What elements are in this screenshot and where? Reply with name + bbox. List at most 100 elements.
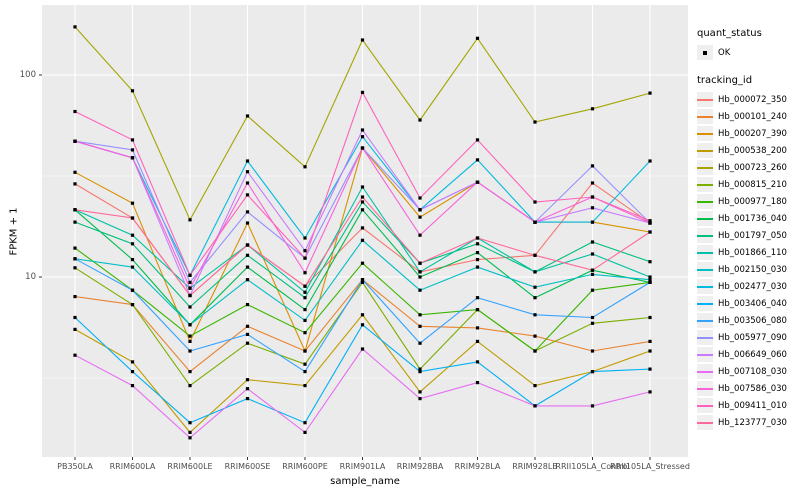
data-point [418,397,422,401]
data-point [360,313,365,317]
data-point [188,349,192,353]
data-point [648,339,652,343]
data-point [360,323,365,327]
data-point [475,242,480,246]
legend-item-Hb_001736_040: Hb_001736_040 [697,210,800,227]
x-tick-label: RRIM928LA [454,462,501,471]
data-point [648,260,652,264]
data-point [130,201,135,205]
data-point [590,321,595,325]
series-color-swatch-icon [697,126,713,141]
data-point [590,181,595,185]
data-point [533,296,537,300]
series-color-swatch-icon [697,160,713,175]
legend-item-label: Hb_009411_010 [718,400,787,411]
legend-item-label: Hb_000723_260 [718,162,787,173]
legend-item-label: Hb_005977_090 [718,332,787,343]
data-point [73,170,77,174]
data-point [360,90,365,94]
data-point [360,38,365,42]
data-point [533,313,537,317]
x-tick-label: RRIM600LA [109,462,156,471]
legend-item-label: Hb_001866_110 [718,247,787,258]
data-point [648,219,652,223]
data-point [245,278,250,282]
data-point [648,280,652,284]
data-point [648,275,652,279]
series-color-swatch-icon [697,279,713,294]
x-tick-label: RRIM901LA [339,462,386,471]
data-point [73,208,77,212]
data-point [130,384,135,388]
data-point [73,109,77,114]
data-point [360,200,365,204]
data-point [418,233,422,237]
legend-item-quant-ok: OK [697,44,800,61]
data-point [360,146,365,150]
data-point [130,89,135,93]
data-point [245,341,250,345]
data-point [648,159,652,163]
data-point [73,25,77,29]
data-point [73,182,77,186]
y-tick-label: 100 [19,70,36,80]
series-color-swatch-icon [697,313,713,328]
data-point [648,230,652,234]
data-point [418,370,422,374]
data-point [360,128,365,132]
data-point [303,331,307,335]
legend-item-Hb_000538_200: Hb_000538_200 [697,142,800,159]
data-point [360,135,365,139]
data-point [475,339,480,343]
data-point [590,404,595,408]
data-point [590,315,595,320]
data-point [648,278,652,282]
legend-item-label: Hb_002477_030 [718,281,787,292]
legend-item-label: Hb_007586_030 [718,383,787,394]
x-tick-label: RRIM928BA [396,462,444,471]
data-point [533,349,537,353]
data-point [73,139,77,143]
data-point [73,353,77,357]
legend-item-Hb_009411_010: Hb_009411_010 [697,397,800,414]
data-point [418,118,422,122]
series-color-swatch-icon [697,92,713,107]
data-point [303,308,307,312]
point-marker-icon [697,45,713,60]
data-point [360,185,365,189]
data-point [188,339,192,343]
data-point [590,206,595,210]
data-point [130,138,135,142]
data-point [188,436,192,440]
data-point [360,208,365,212]
data-point [418,313,422,317]
data-point [475,308,480,312]
legend-item-label: Hb_000815_210 [718,179,787,190]
legend-item-label: Hb_001736_040 [718,213,787,224]
data-point [130,242,135,246]
data-point [533,253,537,257]
data-point [303,236,307,240]
data-point [648,315,652,320]
data-point [590,288,595,292]
data-point [590,107,595,111]
legend-item-label: Hb_006649_060 [718,349,787,360]
data-point [245,221,250,225]
data-point [130,216,135,220]
series-color-swatch-icon [697,177,713,192]
data-point [303,271,307,275]
data-point [418,390,422,394]
data-point [475,326,480,330]
data-point [73,327,77,331]
legend: quant_status OK tracking_id Hb_000072_35… [697,28,800,431]
data-point [245,387,250,391]
legend-item-label: Hb_000101_240 [718,111,787,122]
data-point [418,215,422,219]
data-point [418,270,422,274]
series-color-swatch-icon [697,347,713,362]
data-point [188,323,192,327]
data-point [475,265,480,269]
legend-item-Hb_001866_110: Hb_001866_110 [697,244,800,261]
data-point [648,349,652,353]
data-point [130,148,135,152]
